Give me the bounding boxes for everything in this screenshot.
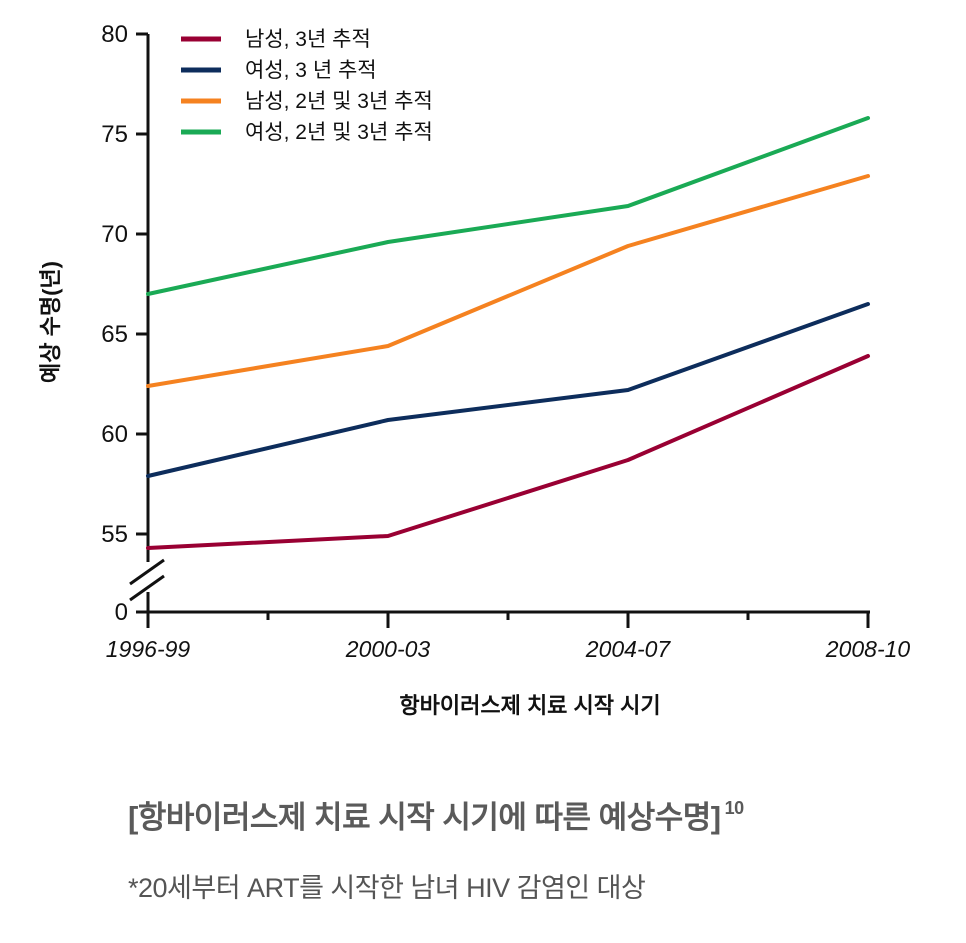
legend-label: 여성, 2년 및 3년 추적	[245, 121, 433, 144]
life-expectancy-chart: 80 75 70 65 60 55 0 1996-99 2000-03 2004-07 2008-…	[38, 21, 911, 718]
x-tick-label: 1996-99	[106, 636, 191, 662]
series-line	[146, 116, 870, 296]
x-axis-title: 항바이러스제 치료 시작 시기	[399, 693, 660, 718]
axis-break-mark	[129, 558, 165, 586]
y-tick-label: 55	[101, 521, 128, 548]
y-tick-label: 70	[101, 221, 128, 248]
x-tick-label: 2000-03	[345, 636, 431, 662]
caption-title-text: [항바이러스제 치료 시작 시기에 따른 예상수명]	[128, 800, 721, 835]
series-line	[146, 302, 870, 478]
x-tick-label: 2008-10	[825, 636, 911, 662]
axis-break-mark	[129, 574, 165, 602]
series-line	[146, 174, 870, 388]
caption-note: *20세부터 ART를 시작한 남녀 HIV 감염인 대상	[128, 873, 646, 903]
footnote-reference: 10	[724, 798, 745, 818]
y-tick-label: 80	[101, 21, 128, 48]
chart-series	[146, 116, 870, 550]
y-tick-label: 60	[101, 421, 128, 448]
caption-title: [항바이러스제 치료 시작 시기에 따른 예상수명] 10	[128, 792, 744, 837]
y-tick-label: 65	[101, 321, 128, 348]
legend-label: 남성, 3년 추적	[245, 28, 371, 51]
legend-label: 여성, 3 년 추적	[245, 59, 377, 82]
x-tick-label: 2004-07	[585, 636, 672, 662]
y-tick-label: 75	[101, 121, 128, 148]
y-axis-ticks: 80 75 70 65 60 55 0	[101, 21, 148, 626]
series-line	[146, 354, 870, 550]
legend-label: 남성, 2년 및 3년 추적	[245, 90, 433, 113]
y-tick-label: 0	[115, 599, 128, 626]
y-axis-title: 예상 수명(년)	[38, 261, 63, 383]
x-axis-ticks: 1996-99 2000-03 2004-07 2008-10	[106, 612, 911, 662]
chart-axes	[129, 34, 870, 614]
